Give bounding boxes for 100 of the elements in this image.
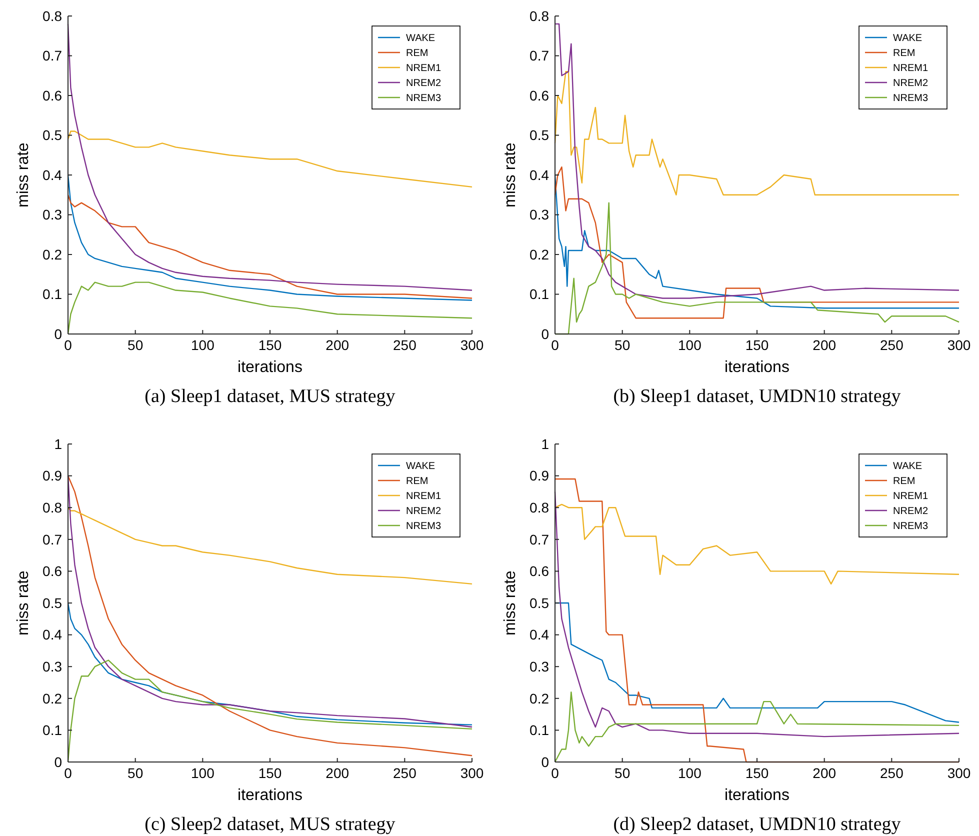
y-tick-label: 0.4	[530, 626, 550, 643]
legend-label: NREM3	[406, 521, 442, 532]
y-tick-label: 0.3	[530, 658, 550, 674]
x-tick-label: 250	[880, 765, 904, 781]
legend-label: NREM1	[893, 491, 928, 502]
x-tick-label: 0	[64, 765, 72, 781]
y-tick-label: 1	[541, 436, 550, 452]
y-tick-label: 0.4	[530, 166, 550, 183]
y-tick-label: 0.4	[42, 626, 62, 643]
legend-label: NREM1	[893, 63, 928, 74]
line-series	[67, 194, 473, 299]
y-tick-label: 0.7	[42, 531, 62, 548]
line-series	[554, 71, 960, 196]
x-tick-label: 0	[551, 765, 560, 781]
x-tick-label: 150	[258, 765, 282, 781]
y-tick-label: 1	[54, 436, 62, 452]
x-tick-label: 150	[745, 765, 769, 781]
x-tick-label: 150	[745, 337, 769, 353]
legend-label: NREM1	[406, 491, 442, 502]
legend-label: REM	[406, 48, 428, 59]
line-series	[67, 130, 473, 188]
y-tick-label: 0.6	[530, 563, 550, 580]
y-tick-label: 0.5	[530, 594, 550, 611]
y-tick-label: 0.3	[530, 206, 550, 223]
x-tick-label: 250	[392, 765, 417, 781]
x-tick-label: 200	[812, 337, 836, 353]
y-axis-title: miss rate	[502, 142, 519, 208]
y-tick-label: 0.3	[42, 658, 62, 674]
legend-label: WAKE	[406, 33, 436, 44]
y-tick-label: 0	[541, 754, 550, 770]
x-tick-label: 300	[947, 765, 971, 781]
y-tick-label: 0.2	[530, 690, 550, 706]
y-tick-label: 0.8	[530, 8, 550, 24]
y-tick-label: 0.6	[42, 563, 62, 580]
x-tick-label: 100	[190, 765, 215, 781]
y-tick-label: 0.7	[530, 48, 550, 64]
x-tick-label: 50	[128, 337, 144, 353]
y-tick-label: 0.5	[530, 127, 550, 144]
legend-label: REM	[406, 476, 428, 487]
y-tick-label: 0	[54, 326, 62, 342]
y-tick-label: 0.2	[42, 690, 62, 706]
y-tick-label: 0.3	[42, 206, 62, 223]
y-tick-label: 0.8	[530, 500, 550, 516]
legend-label: NREM3	[406, 93, 442, 104]
legend-label: WAKE	[893, 33, 922, 44]
x-tick-label: 0	[551, 337, 560, 353]
y-tick-label: 0.1	[42, 286, 62, 302]
y-tick-label: 0.6	[530, 87, 550, 104]
y-tick-label: 0	[54, 754, 62, 770]
x-tick-label: 0	[64, 337, 72, 353]
x-tick-label: 250	[392, 337, 417, 353]
y-tick-label: 0.9	[530, 468, 550, 484]
legend-label: NREM2	[893, 506, 928, 517]
x-tick-label: 150	[258, 337, 282, 353]
y-tick-label: 0.7	[42, 48, 62, 64]
line-series	[67, 174, 473, 301]
y-axis-title: miss rate	[15, 142, 32, 208]
y-tick-label: 0.8	[42, 8, 62, 24]
legend-label: NREM2	[406, 78, 442, 89]
text: (a) Sleep1 dataset, MUS strategy	[144, 386, 396, 407]
legend-label: WAKE	[893, 461, 922, 472]
x-tick-label: 100	[678, 765, 702, 781]
line-series	[67, 507, 473, 585]
x-tick-label: 200	[326, 337, 350, 353]
legend-label: NREM3	[893, 521, 928, 532]
y-tick-label: 0.8	[42, 500, 62, 516]
x-axis-title: iterations	[238, 359, 302, 376]
y-tick-label: 0.4	[42, 166, 62, 183]
y-tick-label: 0.7	[530, 531, 550, 548]
y-axis-title: miss rate	[502, 570, 519, 636]
y-tick-label: 0	[541, 326, 550, 342]
y-tick-label: 0.1	[530, 286, 550, 302]
legend-label: NREM3	[893, 93, 928, 104]
x-tick-label: 250	[880, 337, 904, 353]
y-tick-label: 0.5	[42, 127, 62, 144]
legend-label: NREM2	[406, 506, 442, 517]
y-axis-title: miss rate	[15, 570, 32, 636]
x-axis-title: iterations	[724, 359, 790, 376]
x-tick-label: 100	[678, 337, 702, 353]
line-series	[554, 504, 960, 585]
x-axis-title: iterations	[238, 787, 302, 804]
x-tick-label: 300	[460, 337, 484, 353]
legend-label: REM	[893, 476, 916, 487]
x-tick-label: 50	[614, 337, 630, 353]
line-series	[554, 23, 960, 299]
legend-label: NREM1	[406, 63, 442, 74]
x-tick-label: 100	[190, 337, 215, 353]
x-tick-label: 300	[460, 765, 484, 781]
legend-label: NREM2	[893, 78, 928, 89]
legend-label: WAKE	[406, 461, 436, 472]
x-tick-label: 300	[947, 337, 971, 353]
y-tick-label: 0.5	[42, 594, 62, 611]
legend-label: REM	[893, 48, 916, 59]
x-axis-title: iterations	[724, 787, 790, 804]
x-tick-label: 50	[128, 765, 144, 781]
x-tick-label: 200	[326, 765, 350, 781]
text: (c) Sleep2 dataset, MUS strategy	[144, 814, 396, 835]
y-tick-label: 0.2	[530, 246, 550, 262]
y-tick-label: 0.2	[42, 246, 62, 262]
text: (d) Sleep2 dataset, UMDN10 strategy	[613, 814, 902, 835]
